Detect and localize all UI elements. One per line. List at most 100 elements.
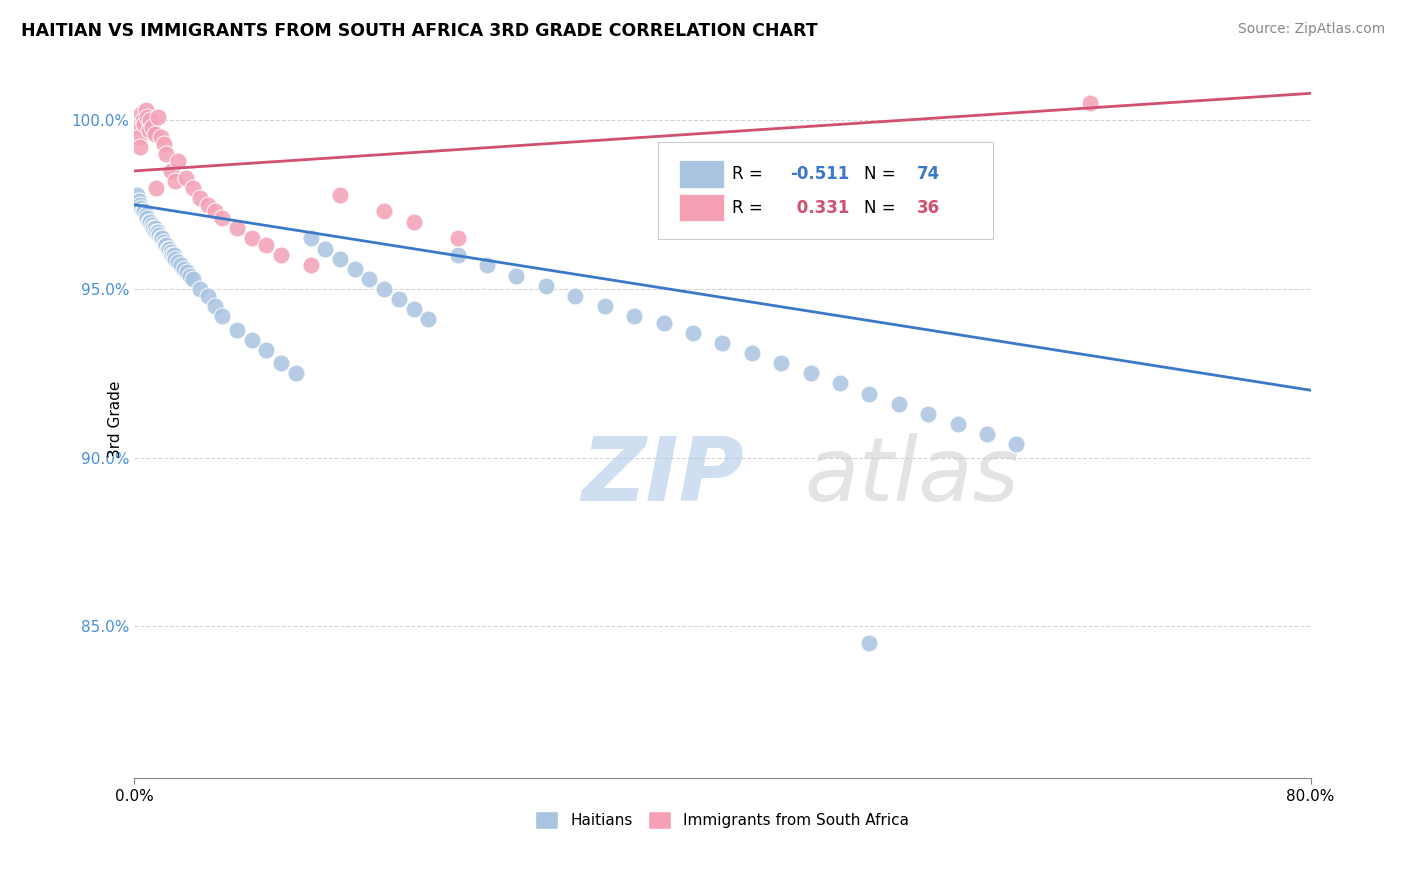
Point xyxy=(226,221,249,235)
Point xyxy=(165,174,187,188)
Point xyxy=(145,225,167,239)
Point xyxy=(181,272,204,286)
Point xyxy=(858,386,880,401)
Point xyxy=(170,259,193,273)
Point xyxy=(188,282,211,296)
Point xyxy=(128,194,150,209)
Text: -0.511: -0.511 xyxy=(790,165,849,183)
Point xyxy=(125,120,148,134)
Point xyxy=(1005,437,1028,451)
Point xyxy=(256,343,278,357)
Point xyxy=(143,127,166,141)
FancyBboxPatch shape xyxy=(658,142,993,239)
Text: R =: R = xyxy=(731,165,768,183)
Point xyxy=(141,120,163,134)
Point xyxy=(129,140,152,154)
Point xyxy=(152,136,174,151)
Point xyxy=(917,407,939,421)
Point xyxy=(167,153,190,168)
Point xyxy=(240,333,263,347)
Point xyxy=(314,242,336,256)
Point xyxy=(359,272,381,286)
Point xyxy=(402,214,425,228)
Point xyxy=(146,110,169,124)
Point xyxy=(329,187,352,202)
Y-axis label: 3rd Grade: 3rd Grade xyxy=(108,380,122,458)
Point xyxy=(155,238,177,252)
Point xyxy=(132,113,155,128)
Point xyxy=(160,164,183,178)
Point xyxy=(593,299,616,313)
Point xyxy=(256,238,278,252)
Bar xyxy=(679,161,724,187)
Point xyxy=(652,316,675,330)
Point xyxy=(179,268,201,283)
Point xyxy=(388,292,411,306)
Point xyxy=(564,289,586,303)
Point xyxy=(162,248,184,262)
Point xyxy=(211,309,233,323)
Point xyxy=(299,231,322,245)
Point xyxy=(143,221,166,235)
Point xyxy=(534,278,557,293)
Point xyxy=(149,231,172,245)
Point xyxy=(711,336,734,351)
Point xyxy=(226,322,249,336)
Point xyxy=(153,238,176,252)
Text: HAITIAN VS IMMIGRANTS FROM SOUTH AFRICA 3RD GRADE CORRELATION CHART: HAITIAN VS IMMIGRANTS FROM SOUTH AFRICA … xyxy=(21,22,818,40)
Point xyxy=(204,204,226,219)
Point xyxy=(373,204,395,219)
Point xyxy=(167,255,190,269)
Point xyxy=(131,106,153,120)
Point xyxy=(160,244,183,259)
Point xyxy=(887,397,910,411)
Point xyxy=(446,248,468,262)
Legend: Haitians, Immigrants from South Africa: Haitians, Immigrants from South Africa xyxy=(529,805,915,835)
Point xyxy=(125,187,148,202)
Point xyxy=(402,302,425,317)
Point xyxy=(145,181,167,195)
Point xyxy=(623,309,645,323)
Point xyxy=(505,268,527,283)
Point xyxy=(128,130,150,145)
Point xyxy=(146,225,169,239)
Text: 36: 36 xyxy=(917,199,939,217)
Text: 74: 74 xyxy=(917,165,939,183)
Point xyxy=(373,282,395,296)
Point xyxy=(197,289,219,303)
Point xyxy=(141,218,163,232)
Point xyxy=(976,427,998,442)
Text: N =: N = xyxy=(863,199,900,217)
Point xyxy=(828,376,851,391)
Point xyxy=(181,181,204,195)
Point xyxy=(138,123,160,137)
Point xyxy=(135,103,157,118)
Text: Source: ZipAtlas.com: Source: ZipAtlas.com xyxy=(1237,22,1385,37)
Point xyxy=(299,259,322,273)
Point xyxy=(197,197,219,211)
Point xyxy=(858,636,880,650)
Text: R =: R = xyxy=(731,199,768,217)
Point xyxy=(173,261,195,276)
Point xyxy=(270,356,292,370)
Point xyxy=(134,117,156,131)
Point xyxy=(329,252,352,266)
Point xyxy=(138,214,160,228)
Point xyxy=(946,417,969,431)
Point xyxy=(741,346,763,360)
Point xyxy=(1358,383,1381,397)
Point xyxy=(270,248,292,262)
Point xyxy=(174,170,197,185)
Point xyxy=(155,147,177,161)
Point xyxy=(136,110,159,124)
Point xyxy=(136,211,159,226)
Text: atlas: atlas xyxy=(804,434,1019,519)
Point xyxy=(157,242,180,256)
Point xyxy=(211,211,233,226)
Point xyxy=(142,221,165,235)
Point xyxy=(240,231,263,245)
Point xyxy=(176,265,198,279)
Point xyxy=(152,235,174,249)
Point xyxy=(149,130,172,145)
Text: N =: N = xyxy=(863,165,900,183)
